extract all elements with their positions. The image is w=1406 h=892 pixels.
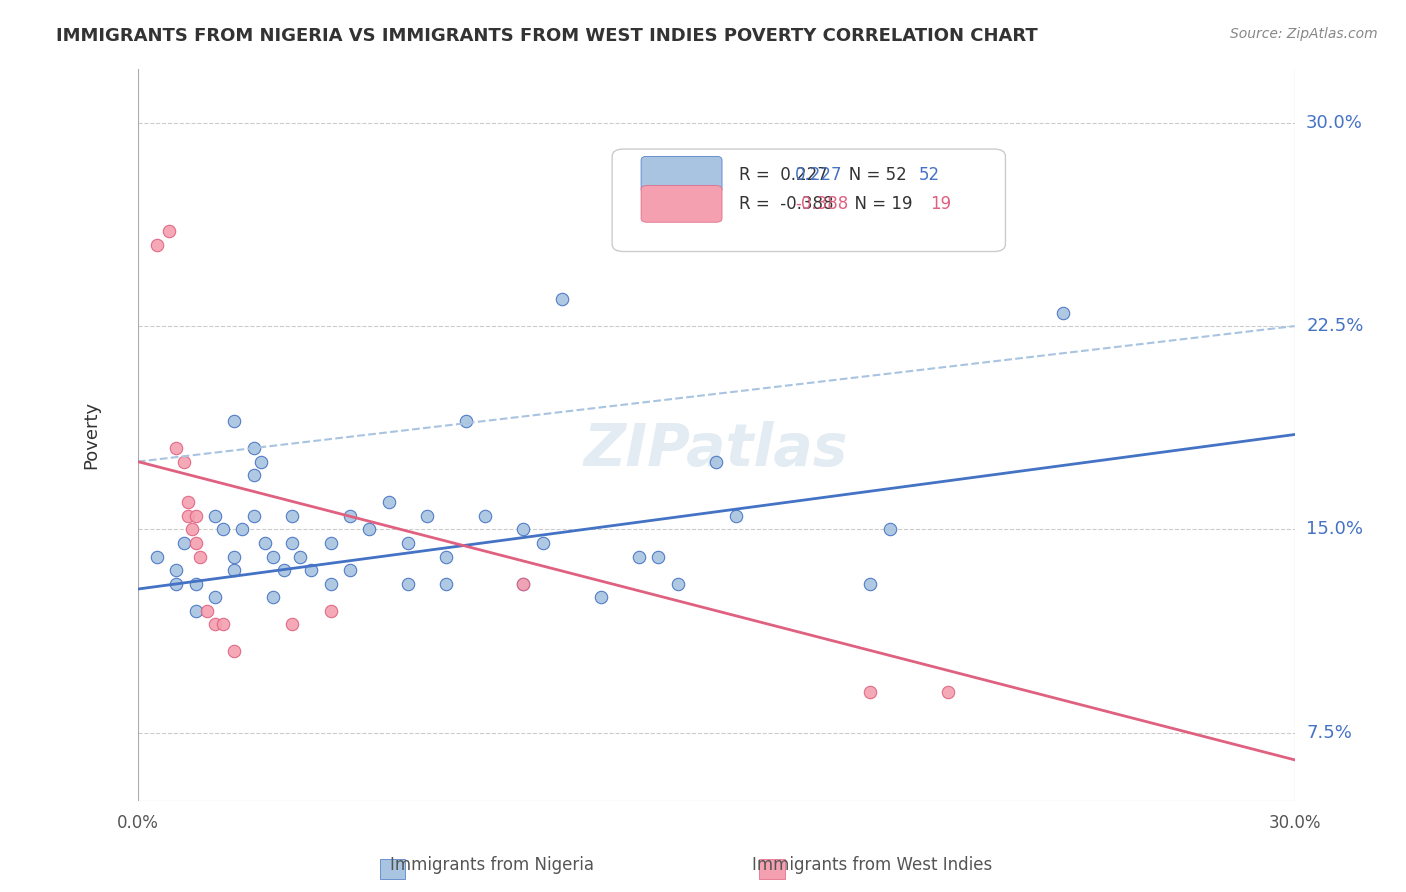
Text: 30.0%: 30.0% — [1268, 814, 1320, 832]
Point — [224, 549, 246, 564]
Text: 0.0%: 0.0% — [117, 814, 159, 832]
Point — [859, 685, 882, 699]
Text: -0.388: -0.388 — [794, 195, 848, 213]
Point — [173, 455, 195, 469]
Point — [211, 617, 233, 632]
Point — [184, 508, 207, 523]
Point — [184, 604, 207, 618]
Point — [359, 523, 381, 537]
Point — [416, 508, 439, 523]
FancyBboxPatch shape — [612, 149, 1005, 252]
Point — [231, 523, 253, 537]
Point — [242, 441, 264, 455]
Point — [242, 508, 264, 523]
Point — [974, 197, 997, 211]
Point — [859, 576, 882, 591]
Point — [165, 563, 187, 577]
FancyBboxPatch shape — [641, 156, 723, 193]
Point — [396, 576, 419, 591]
Point — [146, 237, 169, 252]
Text: R =  0.227    N = 52: R = 0.227 N = 52 — [740, 166, 907, 184]
Point — [250, 455, 273, 469]
Point — [879, 523, 901, 537]
Text: Poverty: Poverty — [83, 401, 101, 468]
Point — [589, 590, 612, 604]
Point — [242, 468, 264, 483]
Point — [211, 523, 233, 537]
Point — [551, 292, 574, 306]
Point — [704, 455, 727, 469]
Point — [1052, 305, 1074, 319]
Point — [165, 441, 187, 455]
Point — [512, 576, 534, 591]
FancyBboxPatch shape — [641, 186, 723, 222]
Text: R =  -0.388    N = 19: R = -0.388 N = 19 — [740, 195, 912, 213]
Point — [474, 508, 496, 523]
Point — [204, 590, 226, 604]
Point — [177, 495, 200, 509]
Point — [281, 536, 304, 550]
Point — [434, 576, 457, 591]
Text: 52: 52 — [918, 166, 939, 184]
Point — [224, 414, 246, 428]
Point — [339, 563, 361, 577]
Point — [184, 536, 207, 550]
Point — [396, 536, 419, 550]
Point — [173, 536, 195, 550]
Point — [666, 576, 689, 591]
Point — [319, 536, 342, 550]
Text: 7.5%: 7.5% — [1306, 723, 1353, 742]
Point — [512, 576, 534, 591]
Point — [647, 549, 669, 564]
Point — [146, 549, 169, 564]
Point — [628, 549, 651, 564]
Point — [724, 508, 747, 523]
Point — [319, 576, 342, 591]
Text: IMMIGRANTS FROM NIGERIA VS IMMIGRANTS FROM WEST INDIES POVERTY CORRELATION CHART: IMMIGRANTS FROM NIGERIA VS IMMIGRANTS FR… — [56, 27, 1038, 45]
Point — [195, 604, 218, 618]
Point — [434, 549, 457, 564]
Point — [262, 590, 284, 604]
Point — [180, 523, 202, 537]
Point — [339, 508, 361, 523]
Text: 0.227: 0.227 — [794, 166, 842, 184]
Point — [184, 576, 207, 591]
Text: ZIPatlas: ZIPatlas — [583, 421, 848, 477]
Point — [281, 508, 304, 523]
Point — [319, 604, 342, 618]
Point — [224, 563, 246, 577]
Point — [165, 576, 187, 591]
Point — [254, 536, 277, 550]
Point — [936, 685, 959, 699]
Point — [157, 224, 180, 238]
Text: Immigrants from West Indies: Immigrants from West Indies — [752, 856, 991, 874]
Point — [299, 563, 322, 577]
Point — [188, 549, 211, 564]
Point — [262, 549, 284, 564]
Point — [177, 508, 200, 523]
Point — [377, 495, 399, 509]
Text: 30.0%: 30.0% — [1306, 114, 1362, 132]
Point — [531, 536, 554, 550]
Point — [204, 617, 226, 632]
Text: Immigrants from Nigeria: Immigrants from Nigeria — [389, 856, 595, 874]
Text: 15.0%: 15.0% — [1306, 520, 1364, 539]
Point — [273, 563, 295, 577]
Point — [204, 508, 226, 523]
Text: 19: 19 — [931, 195, 952, 213]
Point — [281, 617, 304, 632]
Text: 22.5%: 22.5% — [1306, 317, 1364, 335]
Point — [224, 644, 246, 658]
Point — [288, 549, 311, 564]
Text: Source: ZipAtlas.com: Source: ZipAtlas.com — [1230, 27, 1378, 41]
Point — [454, 414, 477, 428]
Point — [512, 523, 534, 537]
